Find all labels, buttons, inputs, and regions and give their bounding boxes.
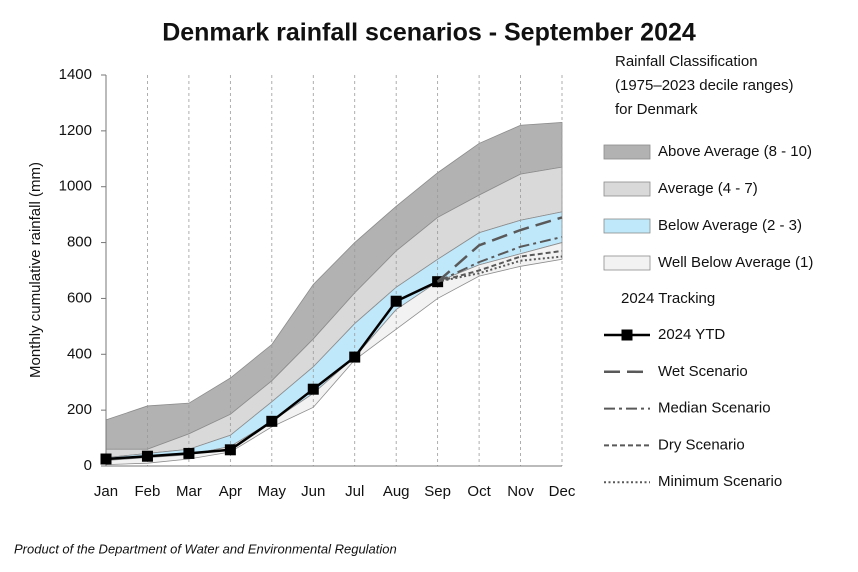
- legend-heading: (1975–2023 decile ranges): [615, 77, 793, 94]
- series-line: [437, 249, 563, 283]
- series-marker: [266, 415, 278, 427]
- x-tick-label: Apr: [219, 483, 242, 500]
- legend-label: 2024 YTD: [658, 326, 725, 343]
- legend-heading: 2024 Tracking: [621, 290, 715, 307]
- x-tick-label: Jul: [345, 483, 364, 500]
- x-tick-label: Jan: [94, 483, 118, 500]
- footer: Product of the Department of Water and E…: [14, 541, 397, 556]
- y-tick-label: 800: [67, 234, 92, 251]
- series-line: [437, 236, 563, 283]
- legend-label: Well Below Average (1): [658, 254, 813, 271]
- chart-title: Denmark rainfall scenarios - September 2…: [162, 19, 696, 47]
- legend-label: Minimum Scenario: [658, 473, 782, 490]
- legend-label: Average (4 - 7): [658, 180, 758, 197]
- legend-label: Above Average (8 - 10): [658, 143, 812, 160]
- legend-swatch: [603, 144, 651, 160]
- x-tick-label: Aug: [383, 483, 410, 500]
- legend-marker: [621, 329, 633, 341]
- series-marker: [307, 383, 319, 395]
- series-line: [436, 216, 563, 283]
- legend-heading: for Denmark: [615, 101, 698, 118]
- legend-heading: Rainfall Classification: [615, 53, 758, 70]
- legend-label: Below Average (2 - 3): [658, 217, 802, 234]
- legend-swatch: [603, 255, 651, 271]
- series-marker: [141, 450, 153, 462]
- series-marker: [390, 295, 402, 307]
- series-marker: [349, 351, 361, 363]
- y-tick-label: 400: [67, 345, 92, 362]
- x-tick-label: Jun: [301, 483, 325, 500]
- legend-label: Wet Scenario: [658, 363, 748, 380]
- legend-swatch: [603, 218, 651, 234]
- y-tick-label: 1200: [59, 122, 92, 139]
- x-tick-label: Sep: [424, 483, 451, 500]
- band-area: [105, 122, 563, 450]
- y-tick-label: 600: [67, 289, 92, 306]
- y-tick-label: 1000: [59, 178, 92, 195]
- y-axis-label: Monthly cumulative rainfall (mm): [27, 162, 44, 378]
- x-tick-label: Dec: [549, 483, 576, 500]
- x-tick-label: Nov: [507, 483, 534, 500]
- x-tick-label: Feb: [135, 483, 161, 500]
- legend-swatch: [603, 181, 651, 197]
- series-marker: [224, 444, 236, 456]
- legend-label: Median Scenario: [658, 400, 771, 417]
- series-marker: [100, 453, 112, 465]
- legend-label: Dry Scenario: [658, 436, 745, 453]
- y-tick-label: 0: [84, 457, 92, 474]
- x-tick-label: Oct: [467, 483, 491, 500]
- x-tick-label: May: [258, 483, 287, 500]
- x-tick-label: Mar: [176, 483, 202, 500]
- y-tick-label: 1400: [59, 66, 92, 83]
- series-marker: [183, 447, 195, 459]
- y-tick-label: 200: [67, 401, 92, 418]
- series-line: [437, 255, 563, 283]
